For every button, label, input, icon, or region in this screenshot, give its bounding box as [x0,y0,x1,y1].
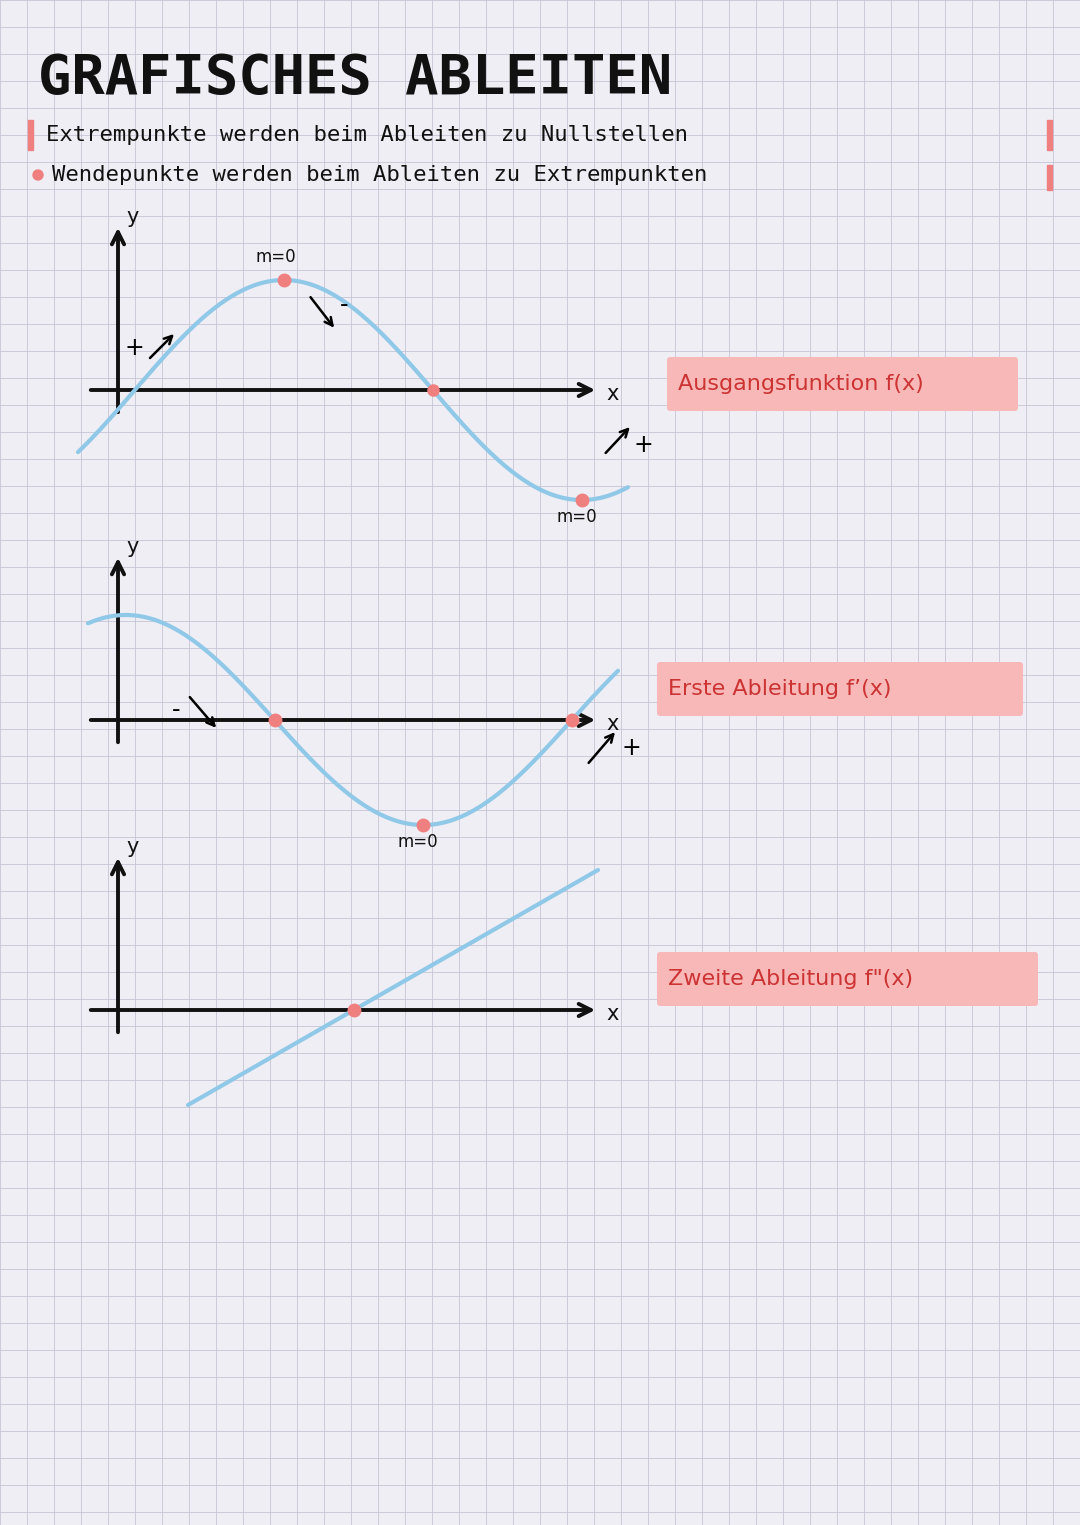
FancyBboxPatch shape [667,357,1018,412]
FancyBboxPatch shape [657,662,1023,717]
Text: x: x [606,1003,619,1023]
Text: m=0: m=0 [256,249,296,265]
Circle shape [33,169,43,180]
Text: y: y [126,207,138,227]
Bar [1047,165,1052,191]
Text: m=0: m=0 [556,508,597,526]
Text: -: - [339,293,348,317]
Text: x: x [606,714,619,734]
Text: y: y [126,837,138,857]
Text: +: + [124,336,144,360]
FancyBboxPatch shape [657,952,1038,1007]
Text: +: + [622,737,642,759]
Text: Wendepunkte werden beim Ableiten zu Extrempunkten: Wendepunkte werden beim Ableiten zu Extr… [52,165,707,185]
Bar [28,120,33,149]
Text: Zweite Ableitung f"(x): Zweite Ableitung f"(x) [669,968,913,990]
Text: GRAFISCHES ABLEITEN: GRAFISCHES ABLEITEN [38,52,672,105]
Text: +: + [634,433,653,458]
Text: -: - [172,698,180,721]
Text: Erste Ableitung f’(x): Erste Ableitung f’(x) [669,679,891,698]
Text: m=0: m=0 [397,833,438,851]
Text: y: y [126,537,138,557]
Text: x: x [606,384,619,404]
Bar [1047,120,1052,149]
Text: Extrempunkte werden beim Ableiten zu Nullstellen: Extrempunkte werden beim Ableiten zu Nul… [46,125,688,145]
Text: Ausgangsfunktion f(x): Ausgangsfunktion f(x) [678,374,923,393]
